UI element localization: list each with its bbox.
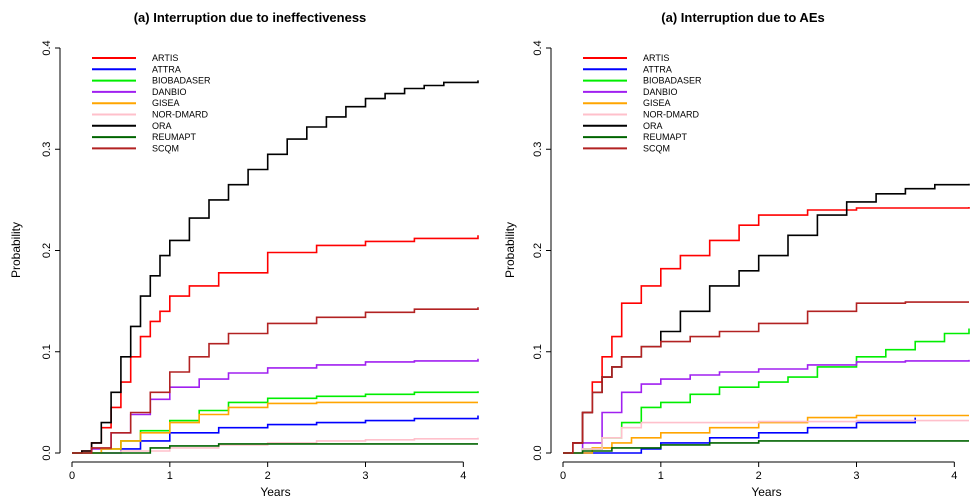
series-line-scqm — [72, 307, 479, 454]
y-tick-label: 0.4 — [532, 40, 544, 55]
legend-label: ORA — [643, 121, 663, 131]
chart-title: (a) Interruption due to AEs — [661, 10, 824, 25]
legend-label: ARTIS — [152, 53, 178, 63]
x-tick-label: 1 — [167, 470, 173, 482]
x-tick-label: 1 — [658, 470, 664, 482]
legend-label: REUMAPT — [152, 132, 197, 142]
series-line-biobadaser — [563, 328, 970, 454]
y-tick-label: 0.0 — [41, 445, 53, 460]
legend-label: BIOBADASER — [152, 76, 211, 86]
series-line-reumapt — [563, 440, 969, 454]
y-tick-label: 0.1 — [532, 344, 544, 359]
series-line-nor-dmard — [563, 419, 969, 454]
y-axis-title: Probability — [503, 222, 517, 278]
legend-label: DANBIO — [152, 87, 187, 97]
legend-label: NOR-DMARD — [643, 110, 699, 120]
series-line-reumapt — [72, 443, 478, 454]
x-tick-label: 3 — [362, 470, 368, 482]
x-tick-label: 4 — [951, 470, 957, 482]
x-tick-label: 3 — [853, 470, 859, 482]
series-line-attra — [563, 417, 916, 454]
legend-label: ATTRA — [643, 64, 672, 74]
legend-label: SCQM — [152, 143, 179, 153]
series-line-scqm — [563, 301, 969, 454]
x-tick-label: 0 — [560, 470, 566, 482]
series-line-gisea — [72, 401, 478, 454]
series-line-ora — [563, 183, 970, 454]
y-tick-label: 0.2 — [532, 243, 544, 258]
legend-label: REUMAPT — [643, 132, 688, 142]
y-tick-label: 0.2 — [41, 243, 53, 258]
series-line-danbio — [563, 359, 970, 454]
legend-label: ATTRA — [152, 64, 181, 74]
series-line-attra — [72, 415, 479, 454]
chart-panel-aes: (a) Interruption due to AEs 0 1 2 3 4 0.0 0.1 0.… — [503, 10, 970, 499]
x-axis-title: Years — [260, 485, 290, 499]
legend-label: GISEA — [152, 98, 180, 108]
legend-label: NOR-DMARD — [152, 110, 208, 120]
x-tick-label: 2 — [756, 470, 762, 482]
series-line-artis — [72, 235, 479, 454]
chart-panel-ineffectiveness: (a) Interruption due to ineffectiveness 0… — [9, 10, 479, 499]
legend-label: ORA — [152, 121, 172, 131]
y-tick-label: 0.3 — [41, 142, 53, 157]
chart-title: (a) Interruption due to ineffectiveness — [134, 10, 367, 25]
x-tick-label: 0 — [69, 470, 75, 482]
legend-label: ARTIS — [643, 53, 669, 63]
x-tick-label: 2 — [265, 470, 271, 482]
x-axis-title: Years — [751, 485, 781, 499]
y-tick-label: 0.1 — [41, 344, 53, 359]
legend-label: GISEA — [643, 98, 671, 108]
legend-label: DANBIO — [643, 87, 678, 97]
y-tick-label: 0.4 — [41, 40, 53, 55]
y-tick-label: 0.0 — [532, 445, 544, 460]
series-line-ora — [72, 80, 479, 454]
x-tick-label: 4 — [460, 470, 466, 482]
series-line-nor-dmard — [72, 437, 479, 454]
legend-label: SCQM — [643, 143, 670, 153]
legend-label: BIOBADASER — [643, 76, 702, 86]
y-axis-title: Probability — [9, 222, 23, 278]
y-tick-label: 0.3 — [532, 142, 544, 157]
